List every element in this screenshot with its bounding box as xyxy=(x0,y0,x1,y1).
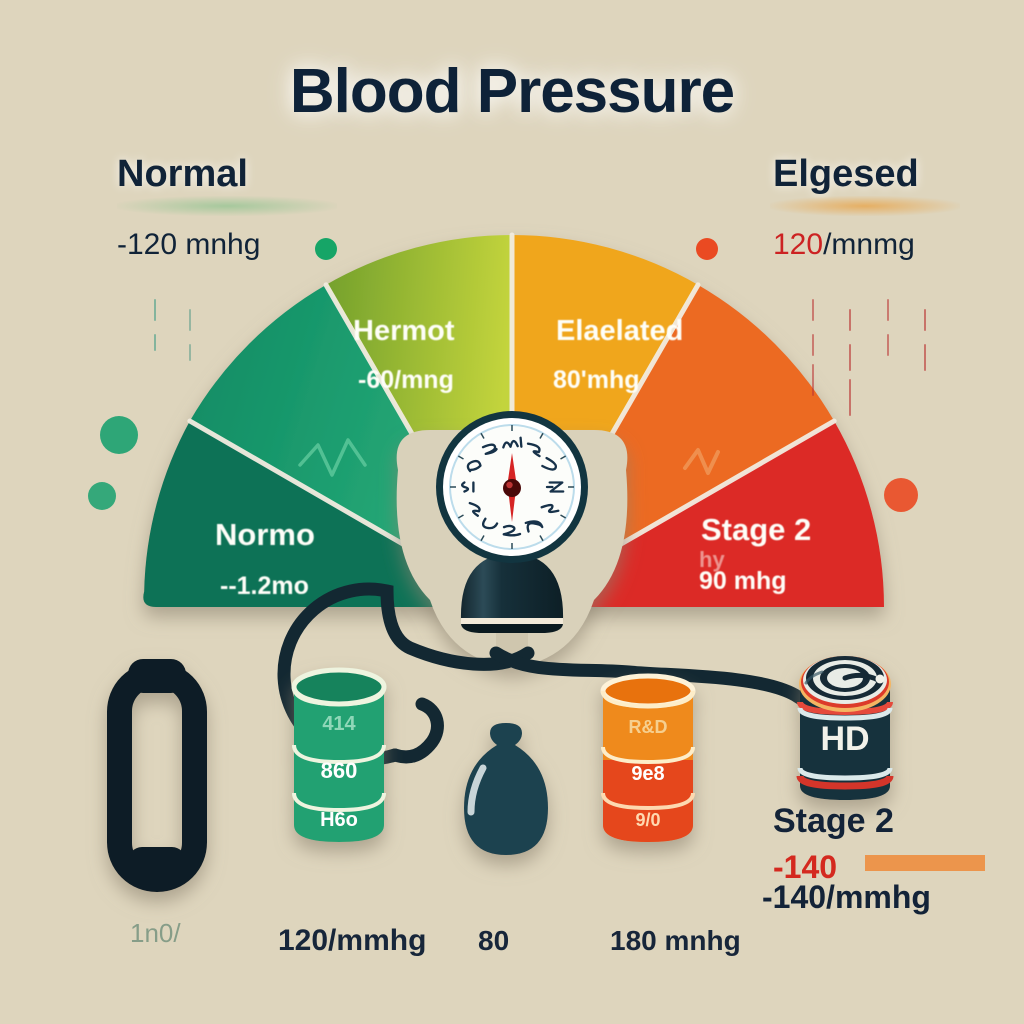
svg-text:Stage 2: Stage 2 xyxy=(701,512,811,547)
svg-text:80: 80 xyxy=(478,925,509,956)
svg-text:Hermot: Hermot xyxy=(353,315,455,347)
svg-text:180 mnhg: 180 mnhg xyxy=(610,925,741,956)
svg-text:9/0: 9/0 xyxy=(635,810,660,830)
svg-text:1n0/: 1n0/ xyxy=(130,918,181,948)
svg-text:R&D: R&D xyxy=(629,717,668,737)
svg-text:-60/mng: -60/mng xyxy=(358,366,454,394)
svg-text:414: 414 xyxy=(322,713,356,735)
svg-text:-140/mmhg: -140/mmhg xyxy=(762,879,931,915)
svg-text:Stage 2: Stage 2 xyxy=(773,802,894,840)
svg-text:H6o: H6o xyxy=(320,809,358,831)
svg-text:--1.2mo: --1.2mo xyxy=(220,572,309,600)
svg-text:HD: HD xyxy=(820,720,869,758)
svg-text:Normo: Normo xyxy=(215,517,315,552)
svg-text:120/mmhg: 120/mmhg xyxy=(278,924,426,957)
svg-text:Elaelated: Elaelated xyxy=(556,315,683,347)
svg-text:80'mhg: 80'mhg xyxy=(553,366,640,394)
svg-text:9e8: 9e8 xyxy=(631,763,664,785)
svg-text:90 mhg: 90 mhg xyxy=(699,567,787,595)
svg-text:860: 860 xyxy=(321,758,358,783)
